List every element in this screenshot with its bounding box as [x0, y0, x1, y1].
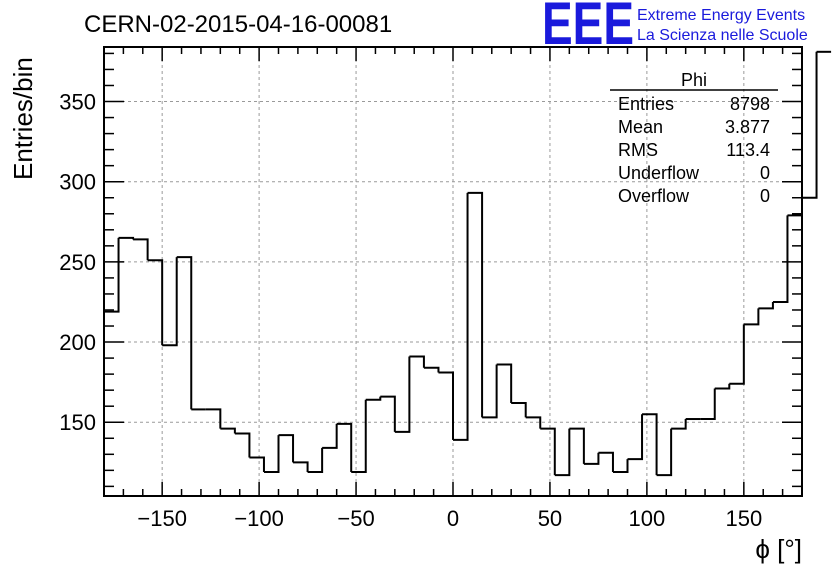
histogram-bin — [351, 399, 367, 473]
histogram-bin — [394, 356, 411, 433]
chart-title: CERN-02-2015-04-16-00081 — [84, 11, 392, 38]
histogram-bin — [758, 301, 774, 310]
histogram-bin — [569, 427, 585, 464]
stats-label-overflow: Overflow — [618, 186, 690, 206]
histogram-bin — [772, 215, 789, 303]
logo-mark: EEE — [542, 0, 634, 57]
histogram-bin — [438, 371, 454, 440]
histogram-bin — [133, 238, 149, 261]
x-tick-label: −150 — [137, 506, 187, 531]
x-axis-title: ϕ [°] — [755, 534, 802, 564]
histogram-bin — [453, 192, 469, 441]
y-tick-label: 350 — [59, 90, 96, 115]
histogram-bin — [787, 197, 803, 217]
x-tick-label: 150 — [725, 506, 762, 531]
histogram-bin — [671, 419, 687, 430]
x-tick-label: −100 — [234, 506, 284, 531]
histogram-bin — [482, 364, 498, 419]
histogram-bin — [234, 432, 251, 458]
histogram-bin — [627, 414, 644, 461]
histogram-bin — [496, 363, 513, 403]
x-tick-label: 50 — [538, 506, 562, 531]
y-tick-label: 150 — [59, 410, 96, 435]
histogram-bin — [162, 257, 178, 347]
stats-value-entries: 8798 — [730, 94, 770, 114]
x-tick-label: 100 — [629, 506, 666, 531]
histogram-bars — [104, 50, 832, 477]
grid-lines — [104, 47, 802, 496]
histogram-bin — [642, 413, 658, 476]
histogram-bin — [249, 456, 265, 472]
histogram-bin — [336, 422, 353, 472]
histogram-bin — [380, 395, 396, 432]
y-tick-label: 300 — [59, 170, 96, 195]
axis-ticks — [103, 47, 803, 496]
histogram-bin — [467, 191, 484, 418]
histogram-bin — [423, 366, 440, 373]
histogram-bin — [554, 428, 571, 477]
histogram-bin — [540, 427, 556, 476]
x-tick-label: −50 — [337, 506, 374, 531]
histogram-bin — [147, 259, 164, 346]
histogram-bin — [176, 256, 193, 410]
histogram-bin — [743, 308, 760, 326]
stats-header: Phi — [681, 70, 707, 90]
histogram-bin — [263, 435, 280, 473]
histogram-bin — [205, 408, 222, 429]
stats-label-mean: Mean — [618, 117, 663, 137]
histogram-bin — [656, 428, 673, 477]
histogram-bin — [802, 51, 818, 199]
histogram-bin — [293, 461, 309, 472]
stats-value-mean: 3.877 — [725, 117, 770, 137]
stats-box: Phi Entries 8798 Mean 3.877 RMS 113.4 Un… — [610, 70, 778, 206]
logo-line-2: La Scienza nelle Scuole — [637, 27, 808, 44]
stats-value-overflow: 0 — [760, 186, 770, 206]
histogram-bin — [322, 423, 338, 449]
histogram-bin — [220, 427, 236, 434]
tick-labels: −150 −100 −50 0 50 100 150 150 200 250 300 350 — [59, 90, 762, 531]
histogram-bin — [583, 452, 600, 465]
y-tick-label: 250 — [59, 250, 96, 275]
y-axis-title: Entries/bin — [8, 57, 38, 180]
stats-label-entries: Entries — [618, 94, 674, 114]
histogram-bin — [700, 388, 716, 421]
histogram-bin — [729, 324, 745, 385]
histogram-bin — [307, 447, 324, 473]
stats-label-rms: RMS — [618, 140, 658, 160]
histogram-bin — [511, 401, 527, 418]
eee-logo: EEE Extreme Energy Events La Scienza nel… — [542, 0, 808, 57]
histogram-bin — [525, 416, 542, 429]
stats-label-underflow: Underflow — [618, 163, 700, 183]
histogram-bin — [714, 383, 731, 390]
histogram-bin — [409, 355, 425, 368]
histogram-bin — [118, 236, 135, 240]
histogram-bin — [365, 396, 382, 401]
histogram-bin — [104, 237, 120, 313]
histogram-bin — [612, 459, 629, 473]
stats-value-underflow: 0 — [760, 163, 770, 183]
y-tick-label: 200 — [59, 330, 96, 355]
x-tick-label: 0 — [447, 506, 459, 531]
histogram-bin — [278, 434, 295, 463]
histogram-bin — [598, 451, 614, 472]
stats-value-rms: 113.4 — [726, 140, 770, 160]
logo-line-1: Extreme Energy Events — [637, 7, 805, 24]
